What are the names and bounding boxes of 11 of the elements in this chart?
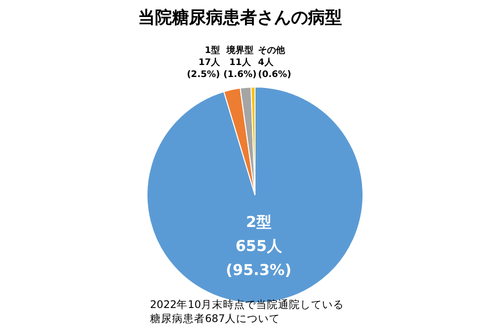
data-label: 655人 (95.3%) [226,236,292,279]
slice-label: その他 [258,45,286,56]
data-label: 11人 (1.6%) [223,57,257,80]
data-label: 17人 (2.5%) [186,57,221,80]
slice-label: 2型 [246,212,272,231]
data-label: 4人 (0.6%) [258,57,292,80]
text: 糖尿病患者687人について [150,312,280,326]
slice-label: 境界型 [226,45,254,56]
chart-title: 当院糖尿病患者さんの病型 [137,7,343,29]
text: 2022年10月末時点で当院通院している [150,298,344,312]
slice-label: 1型 [204,45,220,56]
